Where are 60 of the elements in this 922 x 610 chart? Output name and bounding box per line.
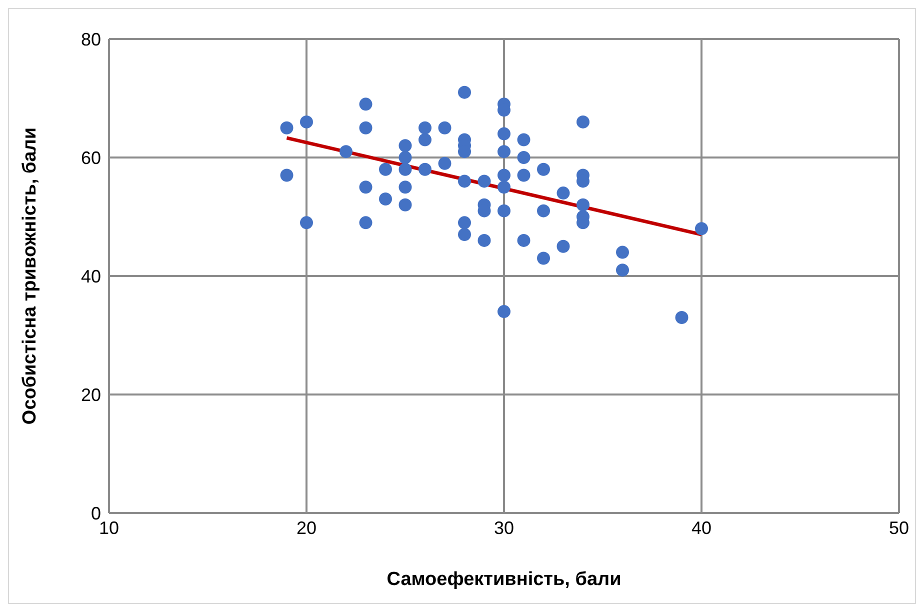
x-tick-label: 40	[691, 518, 712, 538]
y-tick-label: 80	[80, 29, 101, 50]
point	[576, 115, 590, 128]
point	[438, 121, 452, 134]
point	[616, 264, 629, 277]
x-tick-label: 10	[98, 518, 120, 538]
point	[300, 216, 313, 230]
point	[340, 145, 352, 158]
point	[498, 180, 510, 194]
point	[537, 252, 550, 265]
point	[498, 145, 510, 158]
point	[280, 121, 294, 134]
x-tick-label: 20	[296, 518, 317, 538]
point	[478, 174, 491, 188]
point	[478, 234, 491, 247]
point	[458, 174, 471, 188]
point	[695, 222, 708, 236]
point	[359, 216, 372, 230]
point	[498, 127, 510, 140]
point	[418, 133, 432, 146]
point	[418, 162, 432, 176]
point	[300, 115, 313, 128]
point	[280, 168, 294, 182]
point	[498, 168, 510, 182]
point	[379, 192, 392, 206]
point	[537, 162, 550, 176]
y-tick-label: 0	[90, 503, 101, 524]
y-tick-label: 20	[80, 384, 101, 405]
point	[537, 204, 550, 218]
point	[675, 310, 688, 324]
point	[458, 216, 471, 230]
y-axis-title: Особистісна тривожність, бали	[20, 127, 41, 425]
y-tick-label: 40	[80, 266, 101, 286]
point	[398, 198, 412, 212]
point	[616, 246, 629, 259]
point	[438, 156, 452, 170]
point	[398, 151, 412, 164]
point	[458, 228, 471, 242]
x-axis-title: Самоефективність, бали	[386, 569, 622, 590]
point	[359, 121, 372, 134]
point	[498, 204, 510, 218]
point	[576, 198, 590, 212]
point	[556, 240, 570, 253]
point	[517, 234, 530, 247]
point	[398, 139, 412, 152]
y-tick-label: 60	[80, 148, 101, 168]
point	[359, 98, 372, 111]
point	[379, 162, 392, 176]
point	[517, 133, 530, 146]
point	[556, 186, 570, 200]
point	[359, 180, 372, 194]
x-tick-label: 50	[888, 518, 910, 538]
point	[517, 168, 530, 182]
point	[498, 305, 510, 318]
x-tick-label: 30	[494, 518, 514, 538]
point	[398, 180, 412, 194]
point	[517, 151, 530, 164]
point	[458, 86, 471, 99]
point	[418, 121, 432, 134]
point	[398, 162, 412, 176]
